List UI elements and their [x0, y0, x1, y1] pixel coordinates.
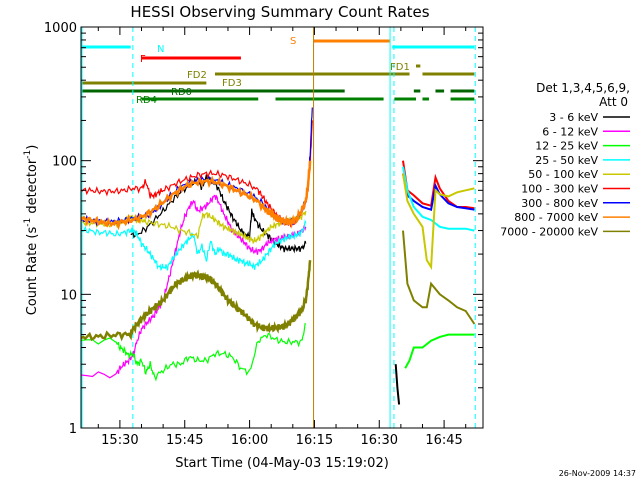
chart-title: HESSI Observing Summary Count Rates — [130, 3, 429, 21]
series-line — [81, 160, 312, 231]
y-axis-label-part1: Count Rate (s — [25, 227, 40, 316]
plot-area — [81, 27, 476, 428]
x-tick-label: 16:00 — [231, 433, 268, 448]
flag-label-fd3: FD3 — [222, 78, 242, 89]
flag-labels: N S F FD1 FD2 FD3 RD0 RD4 — [136, 36, 410, 106]
flag-label-rd4: RD4 — [136, 95, 157, 106]
series-line — [81, 260, 312, 342]
legend-entry-label: 100 - 300 keV — [521, 183, 598, 196]
y-tick-label: 1000 — [44, 21, 77, 36]
legend-entry-label: 12 - 25 keV — [535, 140, 598, 153]
series-line-post-gap — [402, 173, 475, 271]
y-axis-label-sup2: -1 — [23, 150, 33, 159]
flag-label-fd2: FD2 — [187, 70, 207, 81]
flag-label-s: S — [290, 36, 296, 47]
flag-label-f: F — [140, 54, 146, 65]
y-axis-label-sup1: -1 — [23, 218, 33, 227]
x-tick-label: 16:15 — [296, 433, 333, 448]
legend-entry-label: 6 - 12 keV — [542, 125, 598, 138]
flag-label-fd1: FD1 — [390, 62, 410, 73]
x-tick-label: 16:45 — [425, 433, 462, 448]
flag-label-rd0: RD0 — [171, 87, 192, 98]
series-line-post-gap — [394, 364, 401, 405]
y-axis-label-part3: ) — [25, 145, 40, 150]
series-line — [81, 323, 306, 382]
legend-entry-label: 800 - 7000 keV — [514, 211, 598, 224]
x-axis-ticks: 15:30 15:45 16:00 16:15 16:30 16:45 — [97, 27, 467, 448]
series-line — [130, 174, 307, 254]
series-line-post-gap — [402, 230, 476, 325]
x-tick-label: 15:30 — [101, 433, 138, 448]
series-line — [81, 219, 307, 272]
legend-header-1: Det 1,3,4,5,6,9, — [536, 81, 630, 95]
legend-header-2: Att 0 — [599, 95, 628, 109]
x-tick-label: 15:45 — [166, 433, 203, 448]
y-tick-label: 100 — [52, 155, 77, 170]
timestamp: 26-Nov-2009 14:37 — [559, 469, 636, 478]
vertical-markers — [81, 27, 476, 428]
y-axis-label-part2: detector — [25, 158, 40, 218]
legend-entry-label: 25 - 50 keV — [535, 154, 598, 167]
y-axis-ticks: 1 10 100 1000 — [44, 21, 483, 437]
y-axis-label: Count Rate (s-1 detector-1) — [23, 145, 40, 316]
y-tick-label: 10 — [60, 288, 77, 303]
flag-label-n: N — [157, 44, 164, 55]
legend-entry-label: 300 - 800 keV — [521, 197, 598, 210]
plot-frame — [80, 26, 484, 429]
legend-entry-label: 50 - 100 keV — [528, 168, 598, 181]
series-lines — [81, 107, 476, 405]
y-tick-label: 1 — [69, 422, 77, 437]
x-axis-label: Start Time (04-May-03 15:19:02) — [175, 456, 389, 471]
series-line-post-gap — [404, 333, 475, 369]
legend-entry-label: 7000 - 20000 keV — [500, 225, 598, 238]
legend-entry-label: 3 - 6 keV — [549, 111, 598, 124]
x-tick-label: 16:30 — [361, 433, 398, 448]
flag-bars — [81, 39, 475, 101]
series-line-post-gap — [402, 166, 475, 232]
